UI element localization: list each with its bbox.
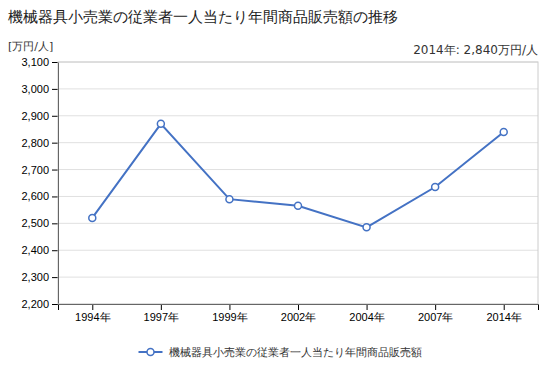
y-tick-label: 2,300	[21, 271, 49, 283]
y-tick: 2,800	[21, 137, 58, 149]
x-axis: 1994年 1997年 1999年 2002年 2004年 2007年 2014年	[59, 304, 539, 323]
point	[363, 224, 370, 231]
x-tick: 2002年	[281, 304, 316, 323]
y-tick-label: 3,000	[21, 83, 49, 95]
plot-area: 2,200 2,300 2,400 2,500 2,600 2,700 2,800 2,900…	[21, 56, 538, 323]
x-tick-label: 2014年	[486, 311, 521, 323]
legend: 機械器具小売業の従業者一人当たり年間商品販売額	[139, 346, 422, 359]
x-axis-line	[59, 305, 539, 311]
x-tick-label: 2007年	[418, 311, 453, 323]
x-tick: 1994年	[75, 304, 110, 323]
y-tick-label: 3,100	[21, 56, 49, 68]
marks	[89, 120, 507, 231]
grid-line	[58, 250, 538, 251]
y-axis: 2,200 2,300 2,400 2,500 2,600 2,700 2,800 2,900…	[21, 56, 58, 310]
y-tick: 2,200	[21, 298, 58, 310]
x-tick-label: 1994年	[75, 311, 110, 323]
y-tick-label: 2,400	[21, 244, 49, 256]
grid-line	[58, 142, 538, 143]
legend-marker	[147, 349, 154, 356]
grid-line	[58, 115, 538, 116]
y-tick-mark	[52, 250, 58, 251]
y-tick: 2,500	[21, 217, 58, 229]
grid-line	[58, 196, 538, 197]
series-line	[92, 124, 503, 228]
legend-item: 機械器具小売業の従業者一人当たり年間商品販売額	[139, 346, 422, 359]
y-tick-mark	[52, 304, 58, 305]
x-tick-mark	[367, 304, 368, 310]
y-tick-mark	[52, 196, 58, 197]
y-tick-label: 2,900	[21, 110, 49, 122]
legend-label: 機械器具小売業の従業者一人当たり年間商品販売額	[169, 346, 422, 359]
y-tick: 2,700	[21, 164, 58, 176]
x-tick-mark	[92, 304, 93, 310]
grid-line	[58, 169, 538, 170]
x-tick: 1999年	[212, 304, 247, 323]
x-tick-mark	[504, 304, 505, 310]
y-tick-label: 2,700	[21, 164, 49, 176]
annotation: 2014年: 2,840万円/人	[413, 43, 538, 57]
x-tick-label: 2002年	[281, 311, 316, 323]
grid-line	[58, 277, 538, 278]
x-tick-mark	[435, 304, 436, 310]
x-tick: 2007年	[418, 304, 453, 323]
y-tick-mark	[52, 277, 58, 278]
y-tick-mark	[52, 62, 58, 63]
y-tick-label: 2,600	[21, 190, 49, 202]
x-tick-mark	[229, 304, 230, 310]
y-tick-label: 2,800	[21, 137, 49, 149]
x-tick: 1997年	[144, 304, 179, 323]
y-tick: 2,400	[21, 244, 58, 256]
x-tick-label: 2004年	[349, 311, 384, 323]
y-tick-mark	[52, 116, 58, 117]
y-tick-mark	[52, 89, 58, 90]
x-tick: 2004年	[349, 304, 384, 323]
title: 機械器具小売業の従業者一人当たり年間商品販売額の推移	[8, 8, 398, 26]
point	[432, 184, 439, 191]
point	[295, 202, 302, 209]
x-tick: 2014年	[486, 304, 521, 323]
y-tick-mark	[52, 143, 58, 144]
grid-line	[58, 88, 538, 89]
point	[89, 214, 96, 221]
y-tick-label: 2,500	[21, 217, 49, 229]
plot-frame	[58, 62, 538, 304]
y-tick: 2,300	[21, 271, 58, 283]
y-axis-title: [万円/人]	[8, 40, 53, 53]
y-tick: 2,900	[21, 110, 58, 122]
grid	[58, 62, 538, 304]
chart: 2,200 2,300 2,400 2,500 2,600 2,700 2,800 2,900…	[0, 0, 560, 366]
point	[500, 128, 507, 135]
y-tick: 2,600	[21, 190, 58, 202]
y-tick-mark	[52, 170, 58, 171]
y-tick-mark	[52, 223, 58, 224]
x-tick-label: 1999年	[212, 311, 247, 323]
x-tick-mark	[298, 304, 299, 310]
y-tick-label: 2,200	[21, 298, 49, 310]
point	[226, 196, 233, 203]
x-tick-label: 1997年	[144, 311, 179, 323]
point	[157, 120, 164, 127]
x-tick-mark	[161, 304, 162, 310]
grid-line	[58, 223, 538, 224]
y-tick: 3,100	[21, 56, 58, 68]
y-tick: 3,000	[21, 83, 58, 95]
